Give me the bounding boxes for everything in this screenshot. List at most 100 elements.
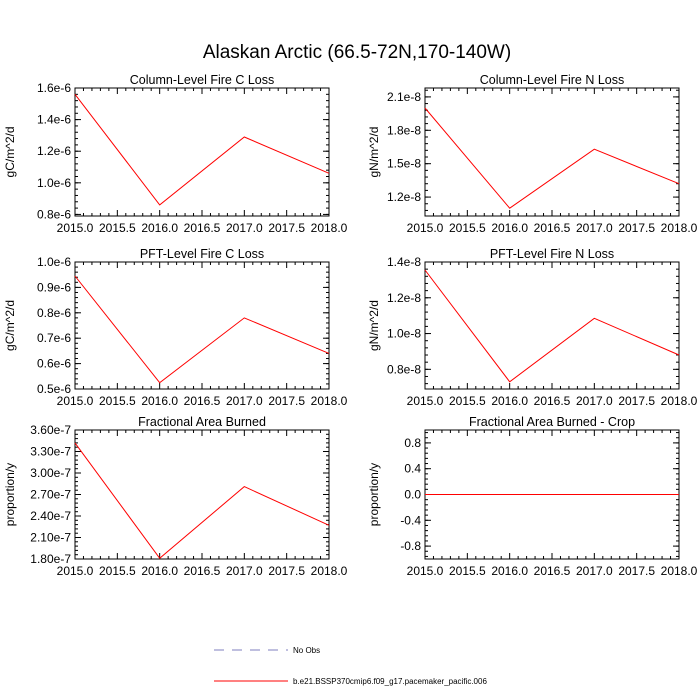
x-tick-label: 2016.0 xyxy=(141,221,178,235)
x-tick-label: 2016.5 xyxy=(534,394,571,408)
x-tick-label: 2015.5 xyxy=(449,221,486,235)
y-tick-label: 3.00e-7 xyxy=(30,466,71,480)
x-tick-label: 2018.0 xyxy=(661,394,698,408)
x-tick-label: 2016.0 xyxy=(141,564,178,578)
x-tick-label: 2017.0 xyxy=(226,394,263,408)
y-tick-label: 1.4e-8 xyxy=(387,255,421,269)
panel-title: Fractional Area Burned - Crop xyxy=(469,415,635,429)
x-tick-label: 2015.0 xyxy=(407,221,444,235)
x-tick-label: 2015.5 xyxy=(449,564,486,578)
y-tick-label: 1.5e-8 xyxy=(387,157,421,171)
plot-frame xyxy=(424,261,680,390)
y-tick-label: 1.0e-6 xyxy=(37,176,71,190)
x-tick-label: 2017.5 xyxy=(618,564,655,578)
x-tick-label: 2016.0 xyxy=(141,394,178,408)
y-tick-label: 3.60e-7 xyxy=(30,423,71,437)
x-tick-label: 2016.0 xyxy=(491,394,528,408)
y-tick-label: 0.9e-6 xyxy=(37,280,71,294)
x-tick-label: 2016.5 xyxy=(534,221,571,235)
x-tick-label: 2017.0 xyxy=(226,564,263,578)
y-tick-label: 0.5e-6 xyxy=(37,382,71,396)
x-tick-label: 2017.0 xyxy=(576,564,613,578)
y-axis-label: gC/m^2/d xyxy=(3,300,17,351)
x-tick-label: 2016.5 xyxy=(184,394,221,408)
x-tick-label: 2015.0 xyxy=(57,221,94,235)
y-tick-label: 1.0e-8 xyxy=(387,327,421,341)
panel-2: Column-Level Fire N Loss 2015.0 2015.5 2016… xyxy=(367,73,698,235)
legend-label: No Obs xyxy=(293,646,320,655)
panel-1: Column-Level Fire C Loss 2015.0 2015.5 2016… xyxy=(3,73,348,235)
y-tick-label: 2.70e-7 xyxy=(30,488,71,502)
x-tick-label: 2015.5 xyxy=(449,394,486,408)
plot-frame xyxy=(74,261,330,390)
y-axis-label: gC/m^2/d xyxy=(3,127,17,178)
y-tick-label: 1.6e-6 xyxy=(37,81,71,95)
plot-frame xyxy=(424,87,680,217)
y-tick-label: 1.0e-6 xyxy=(37,255,71,269)
y-tick-label: 1.2e-8 xyxy=(387,190,421,204)
y-tick-label: 0.8e-8 xyxy=(387,362,421,376)
x-tick-label: 2016.0 xyxy=(491,564,528,578)
x-tick-label: 2018.0 xyxy=(311,221,348,235)
x-tick-label: 2016.5 xyxy=(534,564,571,578)
y-tick-label: 0.8 xyxy=(404,436,421,450)
legend-label: b.e21.BSSP370cmip6.f09_g17.pacemaker_pac… xyxy=(293,677,487,686)
x-tick-label: 2017.5 xyxy=(618,394,655,408)
x-tick-label: 2018.0 xyxy=(311,564,348,578)
panel-3: PFT-Level Fire C Loss 2015.0 2015.5 2016.0 2… xyxy=(3,247,348,408)
x-tick-label: 2016.0 xyxy=(491,221,528,235)
x-tick-label: 2017.5 xyxy=(268,394,305,408)
x-tick-label: 2015.5 xyxy=(99,564,136,578)
y-axis-label: gN/m^2/d xyxy=(367,300,381,351)
y-tick-label: -0.8 xyxy=(400,539,421,553)
y-tick-label: 0.7e-6 xyxy=(37,331,71,345)
panel-title: PFT-Level Fire C Loss xyxy=(140,247,264,261)
panels: Column-Level Fire C Loss 2015.0 2015.5 2016… xyxy=(3,73,698,578)
x-tick-label: 2017.5 xyxy=(268,221,305,235)
x-tick-label: 2017.5 xyxy=(268,564,305,578)
series-line xyxy=(74,442,330,560)
panel-4: PFT-Level Fire N Loss 2015.0 2015.5 2016.0 2… xyxy=(367,247,698,408)
x-tick-label: 2015.0 xyxy=(57,394,94,408)
x-tick-label: 2017.0 xyxy=(226,221,263,235)
y-axis-label: gN/m^2/d xyxy=(367,127,381,178)
x-tick-label: 2018.0 xyxy=(311,394,348,408)
series-line xyxy=(74,93,330,206)
series-line xyxy=(424,107,680,209)
y-tick-label: -0.4 xyxy=(400,513,421,527)
x-tick-label: 2017.0 xyxy=(576,394,613,408)
panel-title: Fractional Area Burned xyxy=(138,415,266,429)
plot-frame xyxy=(74,87,330,217)
x-tick-label: 2018.0 xyxy=(661,221,698,235)
x-tick-label: 2015.0 xyxy=(57,564,94,578)
x-tick-label: 2017.5 xyxy=(618,221,655,235)
y-tick-label: 0.8e-6 xyxy=(37,207,71,221)
panel-title: Column-Level Fire C Loss xyxy=(130,73,275,87)
y-tick-label: 1.2e-6 xyxy=(37,144,71,158)
legend-item: No Obs xyxy=(214,646,320,655)
panel-title: PFT-Level Fire N Loss xyxy=(490,247,614,261)
y-tick-label: 1.8e-8 xyxy=(387,123,421,137)
y-axis-label: proportion/y xyxy=(3,463,17,526)
x-tick-label: 2015.0 xyxy=(407,564,444,578)
x-tick-label: 2015.0 xyxy=(407,394,444,408)
panel-5: Fractional Area Burned 2015.0 2015.5 2016.0… xyxy=(3,415,348,578)
x-tick-label: 2018.0 xyxy=(661,564,698,578)
x-tick-label: 2015.5 xyxy=(99,394,136,408)
x-tick-label: 2016.5 xyxy=(184,564,221,578)
y-tick-label: 3.30e-7 xyxy=(30,445,71,459)
y-tick-label: 0.6e-6 xyxy=(37,357,71,371)
series-line xyxy=(424,269,680,383)
legend: No Obs b.e21.BSSP370cmip6.f09_g17.pacemak… xyxy=(214,646,487,686)
y-tick-label: 1.4e-6 xyxy=(37,113,71,127)
y-tick-label: 1.2e-8 xyxy=(387,291,421,305)
y-tick-label: 2.1e-8 xyxy=(387,90,421,104)
x-tick-label: 2016.5 xyxy=(184,221,221,235)
y-tick-label: 0.4 xyxy=(404,462,421,476)
y-tick-label: 0.0 xyxy=(404,488,421,502)
panel-6: Fractional Area Burned - Crop 2015.0 2015.… xyxy=(367,415,698,578)
y-tick-label: 2.40e-7 xyxy=(30,509,71,523)
y-tick-label: 2.10e-7 xyxy=(30,531,71,545)
y-tick-label: 0.8e-6 xyxy=(37,306,71,320)
